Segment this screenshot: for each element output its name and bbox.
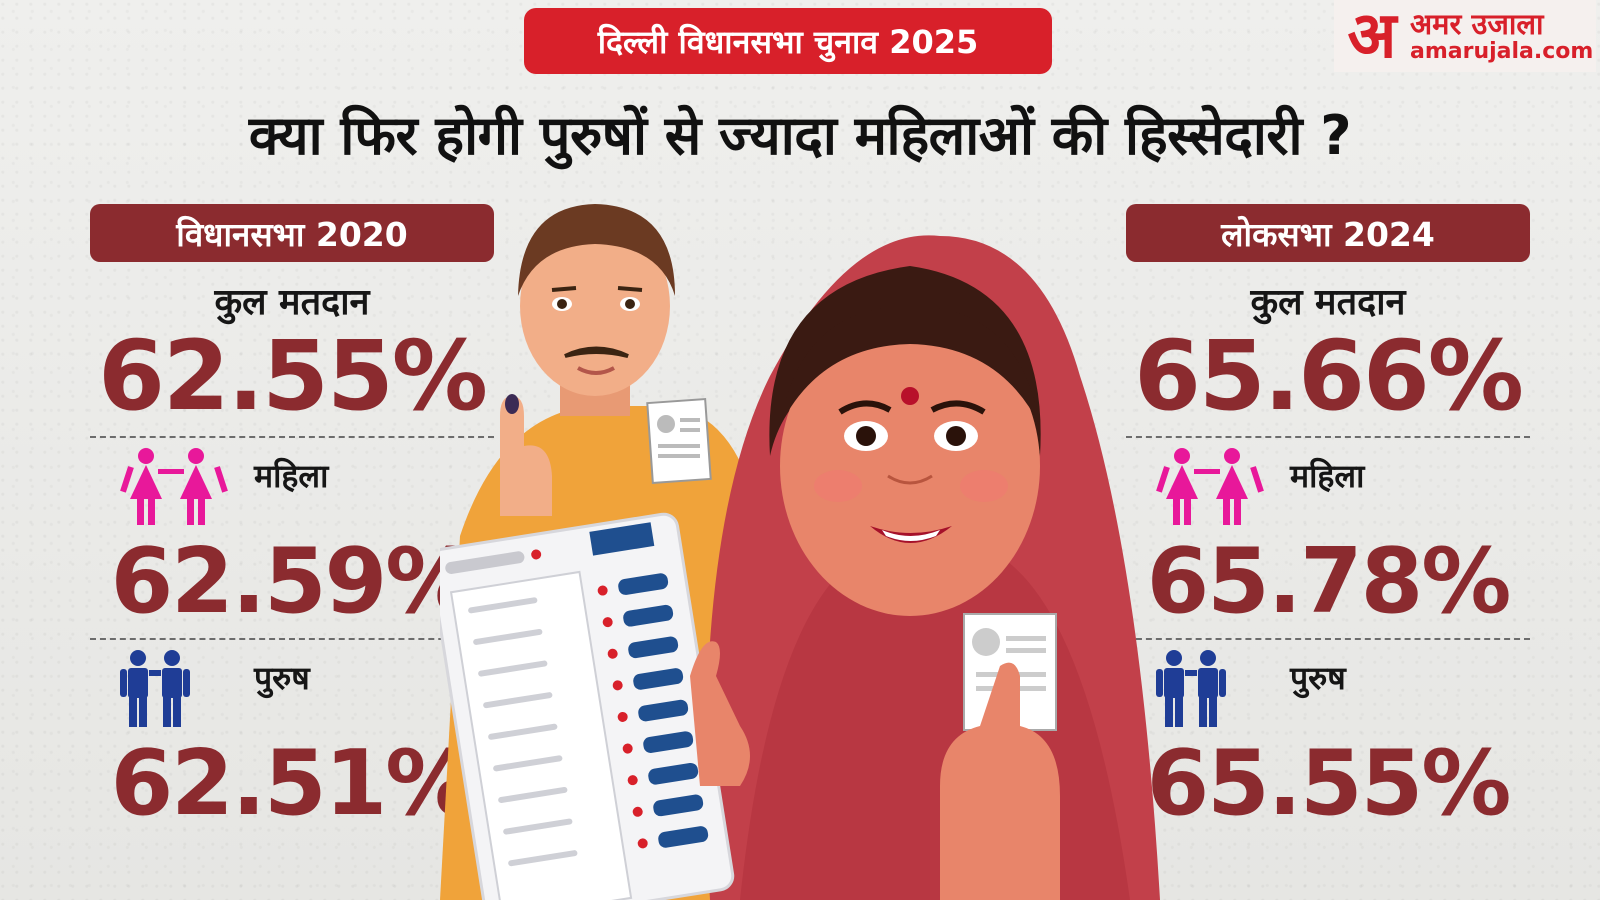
female-voter-figure — [706, 235, 1160, 900]
divider — [1126, 436, 1530, 438]
voters-illustration — [440, 204, 1160, 900]
logo-name: अमर उजाला — [1410, 7, 1544, 42]
panel-assembly-2020: विधानसभा 2020 कुल मतदान 62.55% महिला 62.… — [90, 204, 494, 834]
panel-title: विधानसभा 2020 — [90, 204, 494, 262]
panel-title: लोकसभा 2024 — [1126, 204, 1530, 262]
male-row: पुरुष — [1126, 644, 1530, 734]
total-turnout-label: कुल मतदान — [214, 282, 370, 323]
logo-url: amarujala.com — [1410, 38, 1594, 64]
divider — [90, 638, 494, 640]
male-pair-icon — [120, 650, 190, 727]
total-turnout-value: 65.66% — [1134, 320, 1524, 432]
election-badge: दिल्ली विधानसभा चुनाव 2025 — [524, 8, 1052, 74]
male-turnout-value: 62.51% — [110, 731, 476, 836]
voting-machine-icon — [440, 512, 735, 900]
logo-mark: अ — [1347, 0, 1397, 73]
female-turnout-value: 65.78% — [1146, 529, 1512, 634]
male-pair-icon — [1156, 650, 1226, 727]
female-pair-icon — [120, 448, 228, 525]
female-row: महिला — [1126, 442, 1530, 532]
male-label: पुरुष — [254, 658, 310, 697]
female-pair-icon — [1156, 448, 1264, 525]
female-turnout-value: 62.59% — [110, 529, 476, 634]
headline: क्या फिर होगी पुरुषों से ज्यादा महिलाओं … — [248, 104, 1352, 167]
panel-loksabha-2024: लोकसभा 2024 कुल मतदान 65.66% महिला 65.78… — [1126, 204, 1530, 834]
male-row: पुरुष — [90, 644, 494, 734]
brand-logo: अ अमर उजाला amarujala.com — [1334, 0, 1596, 72]
female-label: महिला — [1290, 456, 1365, 495]
female-row: महिला — [90, 442, 494, 532]
female-label: महिला — [254, 456, 329, 495]
divider — [90, 436, 494, 438]
total-turnout-value: 62.55% — [98, 320, 488, 432]
male-label: पुरुष — [1290, 658, 1346, 697]
divider — [1126, 638, 1530, 640]
total-turnout-label: कुल मतदान — [1250, 282, 1406, 323]
male-turnout-value: 65.55% — [1146, 731, 1512, 836]
